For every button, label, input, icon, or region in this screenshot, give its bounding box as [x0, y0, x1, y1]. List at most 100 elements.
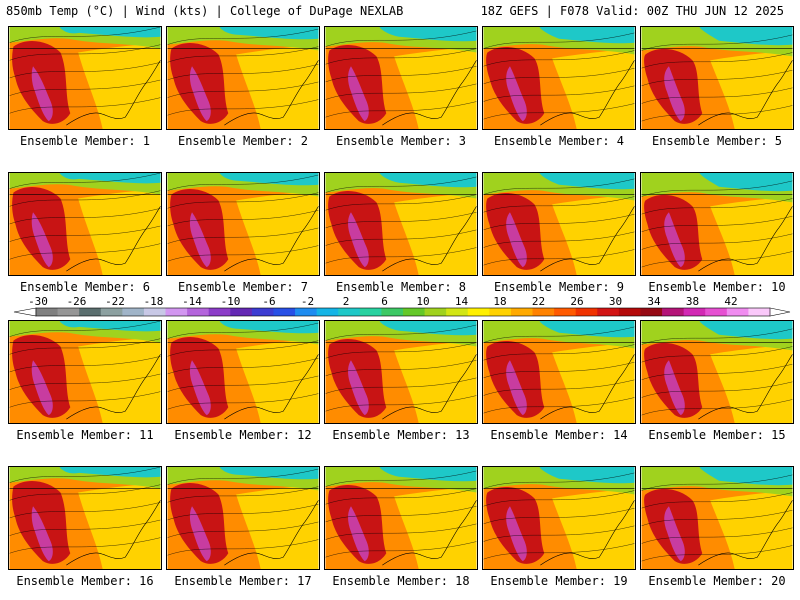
cold-field [219, 27, 319, 40]
contour-line [9, 44, 161, 61]
contour-line [483, 397, 635, 414]
coastline [382, 60, 477, 126]
mild-field [552, 488, 635, 569]
extreme-heat-field [31, 212, 53, 268]
colorbar-swatch [532, 308, 555, 316]
contour-line [325, 342, 477, 359]
contour-line [9, 97, 161, 114]
mild-field [710, 50, 793, 129]
contour-line [641, 87, 793, 104]
colorbar-tick-label: 22 [532, 296, 545, 308]
temperature-map [9, 321, 161, 423]
colorbar-swatch [359, 308, 382, 316]
mild-field [710, 344, 793, 423]
contour-line [483, 543, 635, 560]
ensemble-member-map [482, 320, 636, 424]
temperature-map [325, 321, 477, 423]
colorbar-swatch [748, 308, 771, 316]
mild-field [552, 48, 635, 129]
ensemble-member-map [640, 172, 794, 276]
colorbar-swatch [683, 308, 706, 316]
extreme-heat-field [506, 506, 527, 562]
mild-field [710, 196, 793, 275]
cold-field [59, 173, 161, 184]
coastline [66, 500, 161, 566]
temperature-map [641, 467, 793, 569]
ensemble-member-label: Ensemble Member: 8 [335, 280, 467, 294]
coastline [382, 500, 477, 566]
ensemble-member-label: Ensemble Member: 5 [651, 134, 783, 148]
contour-line [483, 525, 635, 542]
coastline [66, 206, 161, 272]
contour-line [325, 83, 477, 100]
coastline [224, 206, 319, 272]
contour-line [483, 490, 635, 507]
contour-line [167, 340, 319, 357]
contour-line [641, 399, 793, 416]
colorbar-tick-label: 42 [724, 296, 737, 308]
mild-field [710, 490, 793, 569]
colorbar-tick-label: 14 [455, 296, 469, 308]
contour-line [325, 505, 477, 523]
colorbar-swatch [36, 308, 59, 316]
contour-line [641, 105, 793, 122]
colorbar-swatch [403, 308, 426, 316]
contour-line [325, 359, 477, 377]
contour-line [641, 346, 793, 363]
contour-line [325, 176, 477, 193]
contour-line [641, 545, 793, 562]
contour-line [9, 502, 161, 519]
ensemble-member-map [166, 320, 320, 424]
contour-line [641, 527, 793, 544]
contour-line [325, 211, 477, 229]
ensemble-member-label: Ensemble Member: 15 [648, 428, 786, 442]
coastline [698, 500, 793, 566]
contour-line [9, 356, 161, 373]
colorbar-tick-label: 38 [686, 296, 699, 308]
ensemble-member-map [640, 26, 794, 130]
colorbar-swatch [251, 308, 274, 316]
ensemble-member-map [482, 466, 636, 570]
colorbar-tick-label: 10 [416, 296, 429, 308]
coastline [382, 206, 477, 272]
ensemble-member-map [8, 320, 162, 424]
cold-field [379, 321, 477, 336]
colorbar-swatch [381, 308, 404, 316]
colorbar-tick-label: 18 [493, 296, 506, 308]
contour-line [167, 393, 319, 410]
colorbar-tick-label: 6 [381, 296, 388, 308]
mild-field [394, 192, 477, 275]
cold-field [59, 27, 161, 38]
contour-line [167, 486, 319, 503]
ensemble-member-label: Ensemble Member: 11 [16, 428, 154, 442]
extreme-heat-field [506, 212, 527, 268]
contour-line [325, 395, 477, 412]
colorbar-tick-label: -14 [182, 296, 202, 308]
contour-line [167, 81, 319, 98]
extreme-heat-field [664, 212, 685, 268]
extreme-heat-field [189, 212, 211, 268]
contour-line [325, 377, 477, 394]
colorbar-tick-label: -2 [301, 296, 314, 308]
contour-line [641, 180, 793, 197]
cold-field [699, 27, 793, 46]
temperature-map [325, 27, 477, 129]
contour-line [325, 30, 477, 47]
temperature-map [483, 173, 635, 275]
contour-line [9, 519, 161, 536]
contour-line [9, 243, 161, 260]
temperature-map [9, 173, 161, 275]
ensemble-member-label: Ensemble Member: 7 [177, 280, 309, 294]
colorbar-swatch [662, 308, 685, 316]
contour-line [9, 27, 161, 43]
colorbar-swatch [338, 308, 361, 316]
extreme-heat-field [31, 506, 53, 562]
extreme-heat-field [31, 360, 53, 416]
colorbar-swatch [295, 308, 318, 316]
colorbar-swatch [122, 308, 145, 316]
extreme-heat-field [189, 506, 211, 562]
ensemble-member-label: Ensemble Member: 9 [493, 280, 625, 294]
colorbar-tick-label: -22 [105, 296, 125, 308]
colorbar-tick-label: 26 [570, 296, 583, 308]
contour-line [325, 324, 477, 341]
